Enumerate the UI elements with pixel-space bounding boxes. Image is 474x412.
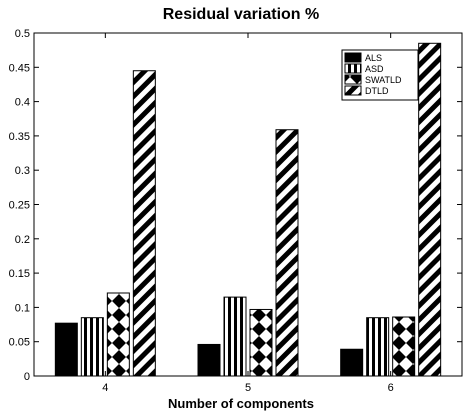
legend-label-swatld: SWATLD bbox=[365, 75, 402, 85]
legend-swatch-als bbox=[344, 52, 362, 63]
bar-asd-5 bbox=[223, 296, 247, 377]
bar-asd-6 bbox=[366, 317, 390, 377]
bar-dtld-4 bbox=[132, 70, 156, 377]
y-axis: 0 0.05 0.1 0.15 0.2 0.25 0.3 0.35 0.4 0.45 0.5 bbox=[9, 28, 462, 383]
y-tick-label: 0.05 bbox=[9, 337, 30, 349]
chart-title: Residual variation % bbox=[163, 6, 320, 23]
bar-swatld-4 bbox=[106, 292, 130, 377]
legend-label-als: ALS bbox=[365, 53, 382, 63]
y-tick-label: 0.4 bbox=[15, 97, 30, 109]
bars-group bbox=[54, 42, 442, 377]
x-tick-label: 4 bbox=[102, 382, 108, 394]
bar-als-5 bbox=[197, 343, 221, 377]
bar-asd-4 bbox=[80, 317, 104, 377]
x-axis-label: Number of components bbox=[168, 396, 314, 411]
y-tick-label: 0.2 bbox=[15, 234, 30, 246]
y-tick-label: 0.3 bbox=[15, 165, 30, 177]
y-tick-label: 0.45 bbox=[9, 62, 30, 74]
legend-label-asd: ASD bbox=[365, 64, 384, 74]
y-tick-label: 0.5 bbox=[15, 28, 30, 40]
y-tick-label: 0.25 bbox=[9, 200, 30, 212]
legend-swatch-dtld bbox=[344, 85, 362, 96]
legend-swatch-swatld bbox=[344, 74, 362, 85]
y-tick-label: 0.15 bbox=[9, 268, 30, 280]
bar-swatld-6 bbox=[392, 316, 416, 377]
bar-als-4 bbox=[54, 322, 78, 377]
legend-label-dtld: DTLD bbox=[365, 86, 389, 96]
bar-swatld-5 bbox=[249, 308, 273, 377]
y-tick-label: 0.35 bbox=[9, 131, 30, 143]
y-tick-label: 0 bbox=[24, 371, 30, 383]
bar-dtld-6 bbox=[418, 42, 442, 377]
legend-swatch-asd bbox=[344, 63, 362, 74]
bar-dtld-5 bbox=[275, 129, 299, 377]
x-axis: 4 5 6 bbox=[102, 33, 394, 394]
x-tick-label: 6 bbox=[388, 382, 394, 394]
x-tick-label: 5 bbox=[245, 382, 251, 394]
bar-als-6 bbox=[340, 348, 364, 377]
y-tick-label: 0.1 bbox=[15, 302, 30, 314]
